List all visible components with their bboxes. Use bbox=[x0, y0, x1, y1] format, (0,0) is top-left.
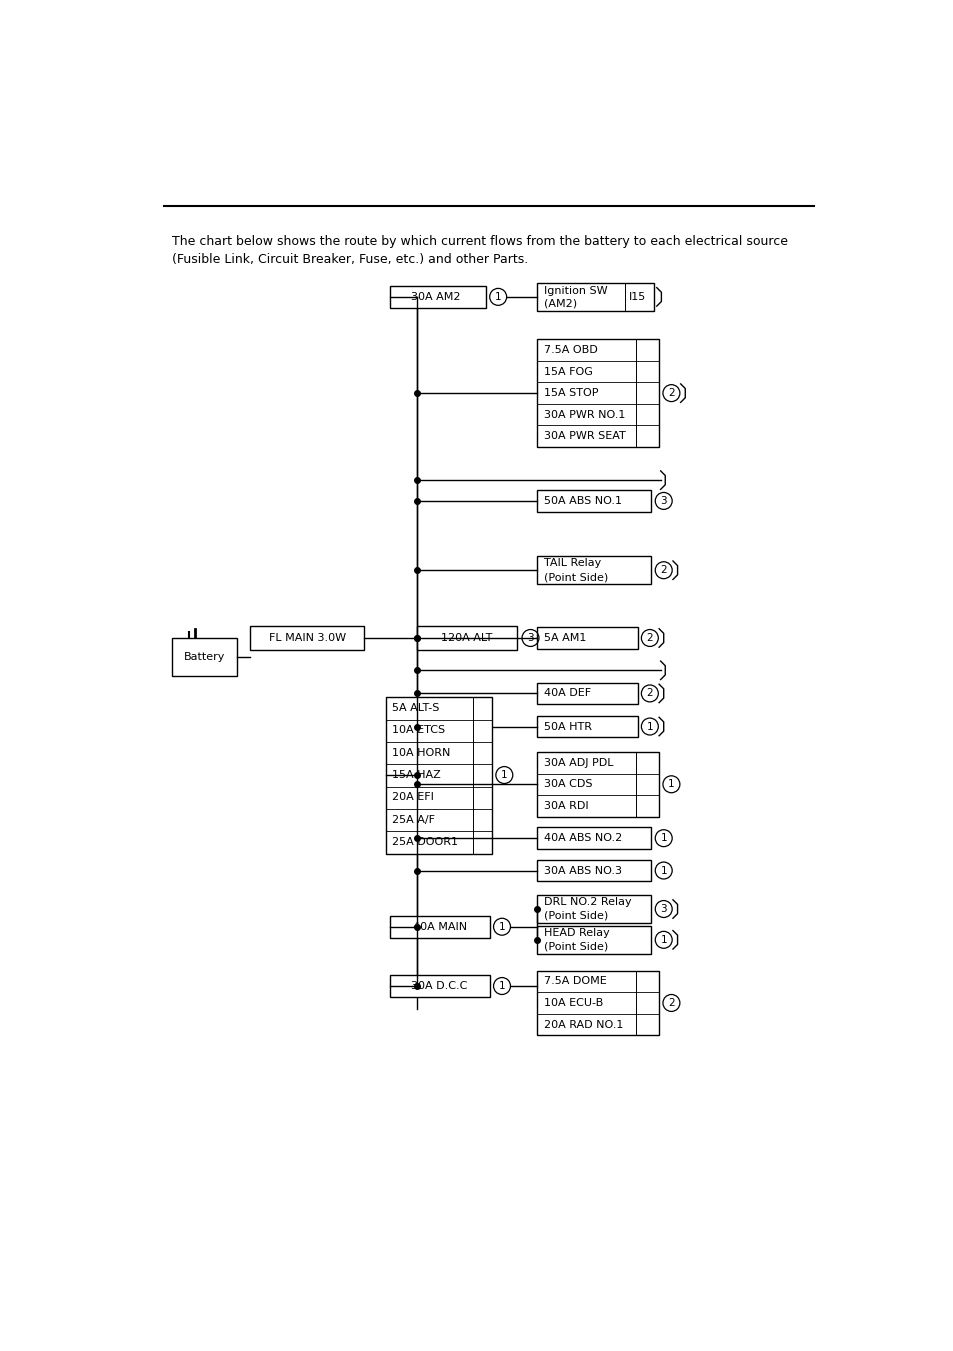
Text: 120A ALT: 120A ALT bbox=[440, 634, 492, 643]
Text: 1: 1 bbox=[495, 292, 501, 301]
Bar bbox=[537, 682, 637, 704]
Text: I15: I15 bbox=[628, 292, 645, 301]
Text: 1: 1 bbox=[659, 935, 666, 944]
Text: 10A ECU-B: 10A ECU-B bbox=[543, 998, 602, 1008]
Bar bbox=[537, 859, 651, 881]
Text: 2: 2 bbox=[646, 689, 653, 698]
Text: 20A EFI: 20A EFI bbox=[392, 793, 434, 802]
Text: 1: 1 bbox=[646, 721, 653, 731]
Bar bbox=[537, 753, 659, 816]
Text: 10A HORN: 10A HORN bbox=[392, 747, 450, 758]
Text: 1: 1 bbox=[659, 866, 666, 875]
Text: (Point Side): (Point Side) bbox=[543, 911, 607, 921]
Text: 1: 1 bbox=[659, 834, 666, 843]
Bar bbox=[537, 627, 637, 648]
Text: 30A CDS: 30A CDS bbox=[543, 780, 592, 789]
Text: 25A DOOR1: 25A DOOR1 bbox=[392, 838, 457, 847]
Text: 40A MAIN: 40A MAIN bbox=[412, 921, 466, 932]
Text: 30A D.C.C: 30A D.C.C bbox=[411, 981, 467, 992]
Text: 10A ETCS: 10A ETCS bbox=[392, 725, 444, 735]
Text: 7.5A DOME: 7.5A DOME bbox=[543, 977, 606, 986]
Text: HEAD Relay: HEAD Relay bbox=[543, 928, 609, 938]
Bar bbox=[416, 627, 517, 650]
Bar bbox=[537, 557, 651, 584]
Bar bbox=[537, 970, 659, 1035]
Text: 1: 1 bbox=[667, 780, 674, 789]
Bar bbox=[389, 286, 485, 308]
Text: 1: 1 bbox=[498, 981, 505, 992]
Text: 5A ALT-S: 5A ALT-S bbox=[392, 703, 438, 713]
Text: 30A RDI: 30A RDI bbox=[543, 801, 588, 811]
Text: 5A AM1: 5A AM1 bbox=[543, 634, 585, 643]
Text: 25A A/F: 25A A/F bbox=[392, 815, 435, 824]
Text: TAIL Relay: TAIL Relay bbox=[543, 558, 600, 569]
Text: 50A ABS NO.1: 50A ABS NO.1 bbox=[543, 496, 621, 505]
Text: 30A PWR SEAT: 30A PWR SEAT bbox=[543, 431, 624, 442]
Bar bbox=[172, 638, 237, 677]
Text: (AM2): (AM2) bbox=[543, 299, 577, 308]
Text: 2: 2 bbox=[667, 998, 674, 1008]
Text: 2: 2 bbox=[659, 565, 666, 576]
Text: (Point Side): (Point Side) bbox=[543, 942, 607, 951]
Text: Ignition SW: Ignition SW bbox=[543, 286, 606, 296]
Text: 15A HAZ: 15A HAZ bbox=[392, 770, 440, 780]
Text: 20A RAD NO.1: 20A RAD NO.1 bbox=[543, 1020, 622, 1029]
Text: Battery: Battery bbox=[184, 653, 225, 662]
Text: 40A DEF: 40A DEF bbox=[543, 689, 590, 698]
Text: 15A FOG: 15A FOG bbox=[543, 366, 592, 377]
Text: 1: 1 bbox=[500, 770, 507, 780]
Text: 30A AM2: 30A AM2 bbox=[411, 292, 460, 301]
Text: 2: 2 bbox=[667, 388, 674, 399]
Bar bbox=[537, 925, 651, 954]
Text: 50A HTR: 50A HTR bbox=[543, 721, 591, 731]
Text: (Point Side): (Point Side) bbox=[543, 573, 607, 582]
Bar bbox=[537, 716, 637, 738]
Text: 30A ADJ PDL: 30A ADJ PDL bbox=[543, 758, 613, 767]
Text: 30A ABS NO.3: 30A ABS NO.3 bbox=[543, 866, 621, 875]
Bar bbox=[537, 827, 651, 848]
Text: 7.5A OBD: 7.5A OBD bbox=[543, 345, 597, 355]
Text: The chart below shows the route by which current flows from the battery to each : The chart below shows the route by which… bbox=[172, 235, 787, 249]
Text: 1: 1 bbox=[498, 921, 505, 932]
Text: 3: 3 bbox=[659, 904, 666, 915]
Text: 15A STOP: 15A STOP bbox=[543, 388, 598, 399]
Text: DRL NO.2 Relay: DRL NO.2 Relay bbox=[543, 897, 631, 907]
Text: FL MAIN 3.0W: FL MAIN 3.0W bbox=[269, 634, 345, 643]
Text: 3: 3 bbox=[527, 634, 534, 643]
Bar bbox=[389, 975, 489, 997]
Bar bbox=[250, 627, 364, 650]
Text: 2: 2 bbox=[646, 634, 653, 643]
Text: (Fusible Link, Circuit Breaker, Fuse, etc.) and other Parts.: (Fusible Link, Circuit Breaker, Fuse, et… bbox=[172, 253, 527, 266]
Bar bbox=[537, 282, 654, 311]
Bar bbox=[389, 916, 489, 938]
Text: 3: 3 bbox=[659, 496, 666, 505]
Bar bbox=[385, 697, 492, 854]
Text: 40A ABS NO.2: 40A ABS NO.2 bbox=[543, 834, 621, 843]
Bar bbox=[537, 896, 651, 923]
Bar bbox=[537, 490, 651, 512]
Text: 30A PWR NO.1: 30A PWR NO.1 bbox=[543, 409, 624, 420]
Bar bbox=[537, 339, 659, 447]
